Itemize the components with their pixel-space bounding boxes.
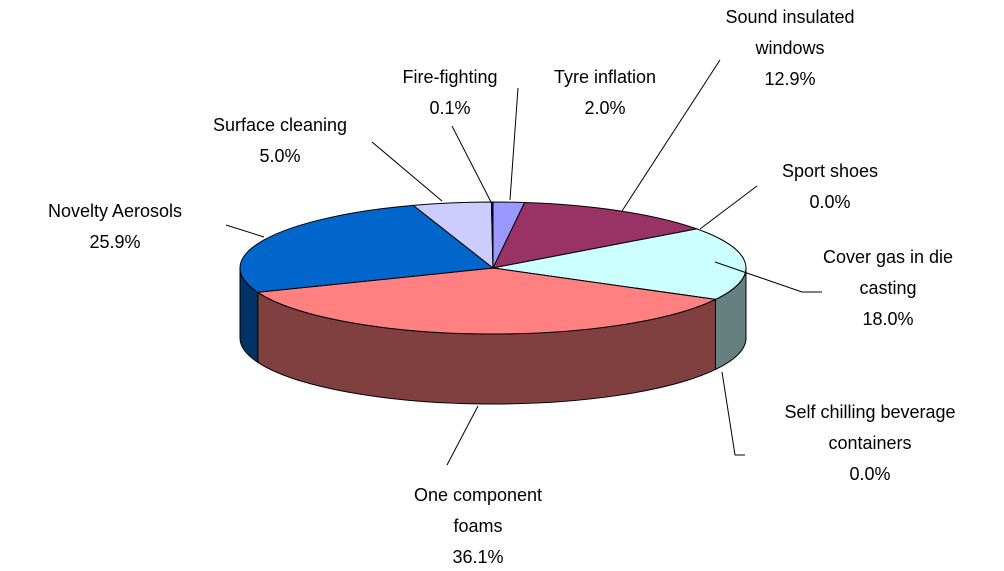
value-label: 36.1% <box>452 547 504 567</box>
category-label: Self chilling beverage containers <box>784 402 956 453</box>
value-label: 0.0% <box>809 192 851 212</box>
slice <box>256 267 718 335</box>
value-label: 18.0% <box>862 309 914 329</box>
slice <box>492 202 699 269</box>
value-label: 5.0% <box>259 146 301 166</box>
slice-label: Fire-fighting 0.1% <box>370 62 530 124</box>
leader-line <box>446 405 479 466</box>
slice <box>490 201 494 269</box>
category-label: Tyre inflation <box>553 67 657 87</box>
slice-label: One component foams 36.1% <box>403 480 553 571</box>
category-label: One component foams <box>413 485 543 536</box>
leader-line <box>621 59 721 212</box>
category-label: Surface cleaning <box>212 115 348 135</box>
leader-line <box>721 371 745 456</box>
category-label: Sport shoes <box>781 161 879 181</box>
slice-label: Surface cleaning 5.0% <box>180 110 380 172</box>
value-label: 2.0% <box>584 98 626 118</box>
slice-label: Tyre inflation 2.0% <box>525 62 685 124</box>
slice-label: Sport shoes 0.0% <box>750 156 910 218</box>
category-label: Sound insulated windows <box>725 7 855 58</box>
category-label: Fire-fighting <box>402 67 498 87</box>
leader-line <box>699 185 758 230</box>
leader-line <box>371 141 443 202</box>
slice-label: Novelty Aerosols 25.9% <box>15 196 215 258</box>
slice-label: Sound insulated windows 12.9% <box>705 2 875 95</box>
value-label: 25.9% <box>89 232 141 252</box>
value-label: 0.1% <box>429 98 471 118</box>
slice-label: Self chilling beverage containers 0.0% <box>783 397 958 490</box>
slice-label: Cover gas in die casting 18.0% <box>808 242 968 335</box>
slice <box>492 228 747 300</box>
leader-line <box>509 87 519 201</box>
category-label: Cover gas in die casting <box>822 247 954 298</box>
value-label: 12.9% <box>764 69 816 89</box>
leader-line <box>714 261 822 293</box>
value-label: 0.0% <box>849 464 891 484</box>
leader-line <box>225 224 265 238</box>
category-label: Novelty Aerosols <box>47 201 183 221</box>
slice <box>239 204 495 293</box>
leader-line <box>451 125 492 203</box>
